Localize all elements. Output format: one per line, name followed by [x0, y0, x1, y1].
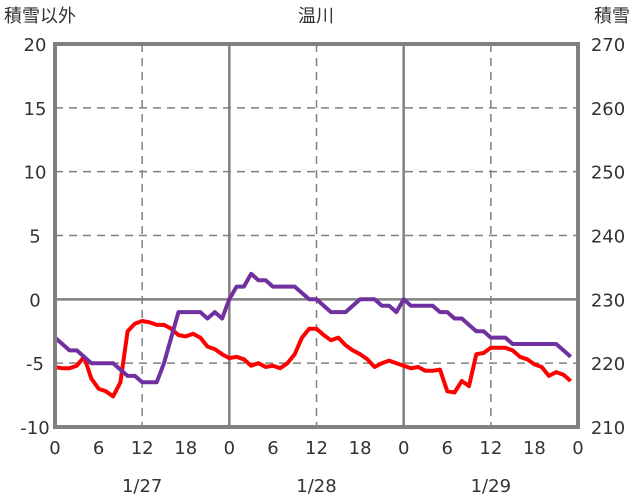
right-tick-label: 210 [591, 418, 625, 439]
x-tick-label: 18 [349, 438, 372, 459]
right-tick-label: 230 [591, 290, 625, 311]
x-tick-label: 12 [305, 438, 328, 459]
right-axis-title: 積雪 [594, 6, 630, 27]
x-tick-label: 0 [49, 438, 60, 459]
right-tick-label: 270 [591, 35, 625, 56]
left-tick-label: 5 [29, 227, 40, 248]
x-tick-label: 0 [572, 438, 583, 459]
series-line-snow-depth [53, 271, 573, 385]
left-tick-label: 10 [24, 163, 47, 184]
left-tick-label: 15 [24, 99, 47, 120]
chart-title: 温川 [298, 6, 334, 27]
right-tick-label: 220 [591, 354, 625, 375]
x-tick-label: 12 [131, 438, 154, 459]
x-tick-label: 18 [174, 438, 197, 459]
date-label: 1/29 [471, 476, 511, 497]
x-tick-label: 0 [398, 438, 409, 459]
date-label: 1/28 [296, 476, 336, 497]
date-label: 1/27 [122, 476, 162, 497]
x-tick-label: 0 [224, 438, 235, 459]
x-tick-label: 18 [523, 438, 546, 459]
x-tick-label: 6 [442, 438, 453, 459]
right-tick-label: 260 [591, 99, 625, 120]
right-tick-label: 240 [591, 227, 625, 248]
x-tick-label: 6 [267, 438, 278, 459]
left-axis-title: 積雪以外 [4, 6, 76, 27]
left-tick-label: -10 [20, 418, 49, 439]
left-tick-label: -5 [26, 354, 44, 375]
plot-border [53, 42, 580, 429]
left-tick-label: 20 [24, 35, 47, 56]
x-tick-label: 6 [93, 438, 104, 459]
right-tick-label: 250 [591, 163, 625, 184]
left-tick-label: 0 [29, 290, 40, 311]
x-tick-label: 12 [479, 438, 502, 459]
series-line-non-snow [54, 319, 573, 399]
